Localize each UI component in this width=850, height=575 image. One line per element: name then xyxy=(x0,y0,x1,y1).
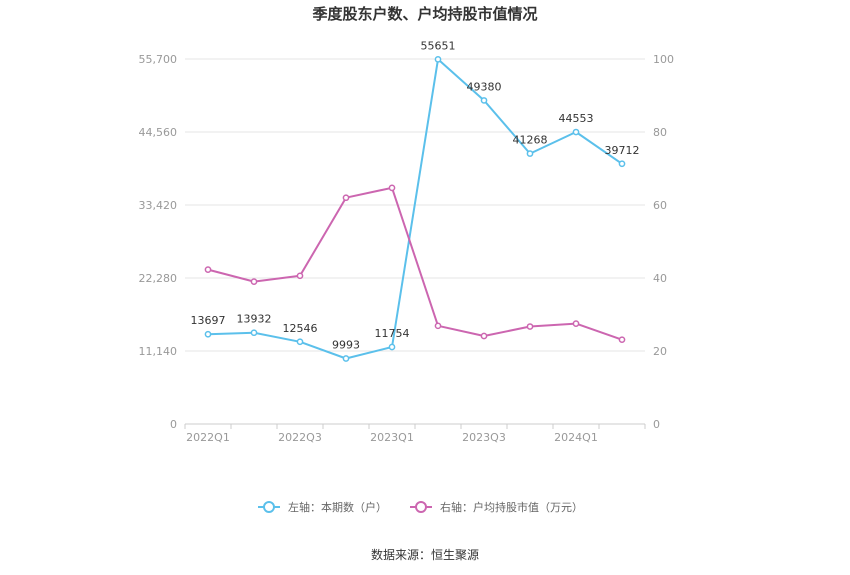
data-label: 13932 xyxy=(237,313,272,326)
series-point-2 xyxy=(618,336,626,344)
chart-title: 季度股东户数、户均持股市值情况 xyxy=(312,5,537,23)
source-note: 数据来源：恒生聚源 xyxy=(371,547,479,562)
left-tick-label: 44,560 xyxy=(139,126,178,139)
series-point-1 xyxy=(526,150,534,157)
series-point-1 xyxy=(388,343,396,351)
left-tick-label: 0 xyxy=(170,418,177,431)
data-label: 13697 xyxy=(191,314,226,327)
right-tick-label: 40 xyxy=(653,272,667,285)
legend-label-1: 左轴：本期数（户） xyxy=(288,500,387,514)
right-tick-label: 20 xyxy=(653,345,667,358)
left-tick-label: 55,700 xyxy=(139,53,178,66)
right-axis: 0 20 40 60 80 100 xyxy=(653,53,674,431)
legend-marker-2 xyxy=(415,501,427,513)
series-point-2 xyxy=(342,194,350,202)
series-point-2 xyxy=(250,278,258,285)
series-point-1 xyxy=(480,97,488,104)
x-tick-label: 2024Q1 xyxy=(554,431,598,444)
series-point-2 xyxy=(296,272,304,280)
x-tick-label: 2022Q1 xyxy=(186,431,230,444)
series-point-2 xyxy=(388,184,396,192)
right-tick-label: 100 xyxy=(653,53,674,66)
series-point-1 xyxy=(618,160,626,168)
series-point-1 xyxy=(296,338,304,346)
data-label: 55651 xyxy=(421,39,456,52)
legend-label-2: 右轴：户均持股市值（万元） xyxy=(440,500,583,514)
data-label: 12546 xyxy=(283,322,318,335)
right-tick-label: 80 xyxy=(653,126,667,139)
data-label: 44553 xyxy=(559,112,594,125)
x-tick-label: 2022Q3 xyxy=(278,431,322,444)
series-point-1 xyxy=(204,330,212,338)
legend-marker-1 xyxy=(263,501,275,513)
x-axis: 2022Q1 2022Q3 2023Q1 2023Q3 2024Q1 xyxy=(184,424,646,444)
data-label: 49380 xyxy=(467,80,502,93)
series-point-1 xyxy=(434,55,442,63)
series-point-2 xyxy=(204,266,212,273)
series-point-1 xyxy=(250,329,258,337)
series-line-1 xyxy=(207,58,623,360)
right-tick-label: 60 xyxy=(653,199,667,212)
series-point-1 xyxy=(342,355,350,362)
series-point-1 xyxy=(572,128,580,136)
x-tick-label: 2023Q3 xyxy=(462,431,506,444)
left-tick-label: 11,140 xyxy=(139,345,178,358)
series-point-2 xyxy=(526,323,534,330)
grid xyxy=(185,58,645,425)
right-tick-label: 0 xyxy=(653,418,660,431)
series-line-2 xyxy=(207,186,623,341)
left-tick-label: 33,420 xyxy=(139,199,178,212)
x-tick-label: 2023Q1 xyxy=(370,431,414,444)
series-point-2 xyxy=(434,322,442,330)
data-label: 9993 xyxy=(332,339,360,352)
left-tick-label: 22,280 xyxy=(139,272,178,285)
legend: 左轴：本期数（户） 右轴：户均持股市值（万元） xyxy=(258,500,583,514)
series-layer: 13697 13932 12546 9993 11754 55651 49380 41268 4… xyxy=(191,39,640,362)
data-label: 11754 xyxy=(375,327,410,340)
data-label: 39712 xyxy=(605,144,640,157)
series-point-2 xyxy=(572,320,580,327)
series-point-2 xyxy=(480,332,488,340)
data-label: 41268 xyxy=(513,134,548,147)
left-axis: 0 11,140 22,280 33,420 44,560 55,700 xyxy=(139,53,178,431)
